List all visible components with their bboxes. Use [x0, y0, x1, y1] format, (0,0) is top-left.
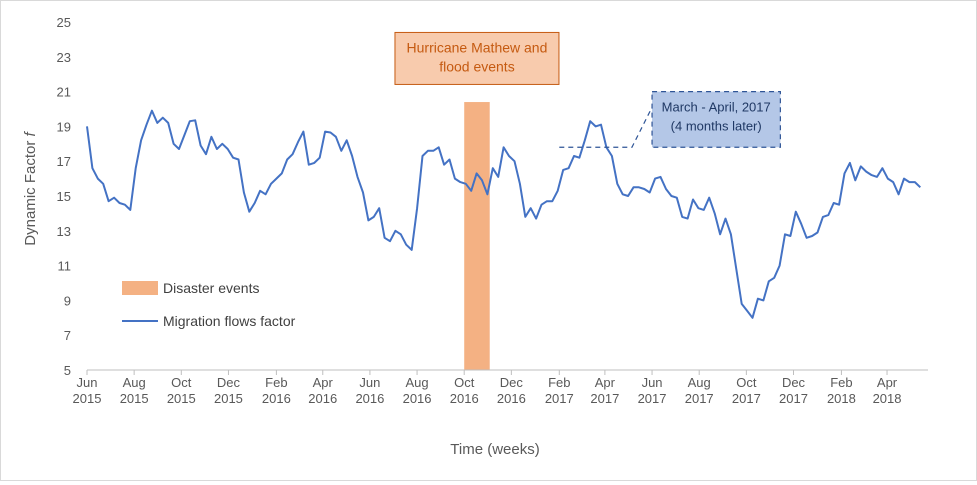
x-tick-label-year: 2016	[308, 391, 337, 406]
callout-box	[651, 90, 781, 148]
x-tick-label-year: 2017	[545, 391, 574, 406]
y-axis-title-symbol: f	[22, 130, 39, 136]
y-tick-label: 25	[57, 15, 71, 30]
disaster-band	[464, 102, 490, 370]
callout-text: (4 months later)	[671, 119, 762, 134]
x-tick-label-month: Dec	[217, 375, 241, 390]
x-tick-label-month: Jun	[359, 375, 380, 390]
y-tick-label: 21	[57, 85, 71, 100]
callout-leader	[559, 106, 653, 148]
x-tick-label-year: 2017	[732, 391, 761, 406]
x-tick-label-year: 2016	[450, 391, 479, 406]
y-tick-label: 15	[57, 189, 71, 204]
series-line-migration-flows-factor	[86, 109, 921, 319]
legend: Disaster events Migration flows factor	[122, 280, 296, 329]
x-tick-label-year: 2016	[355, 391, 384, 406]
y-tick-label: 13	[57, 224, 71, 239]
callout-text: March - April, 2017	[662, 100, 771, 115]
x-tick-label-month: Apr	[313, 375, 334, 390]
x-tick-label-year: 2017	[779, 391, 808, 406]
x-tick-label-year: 2015	[214, 391, 243, 406]
x-tick-label-month: Feb	[265, 375, 287, 390]
x-tick-label-month: Aug	[405, 375, 428, 390]
x-tick-label-month: Feb	[548, 375, 570, 390]
x-tick-label-month: Dec	[782, 375, 806, 390]
y-tick-label: 17	[57, 154, 71, 169]
y-tick-label: 23	[57, 50, 71, 65]
x-tick-label-year: 2017	[685, 391, 714, 406]
x-tick-label-month: Oct	[736, 375, 757, 390]
x-tick-label-month: Aug	[123, 375, 146, 390]
x-tick-label-year: 2018	[873, 391, 902, 406]
y-tick-label: 9	[64, 293, 71, 308]
x-tick-label-month: Apr	[595, 375, 616, 390]
disaster-label-text: Hurricane Mathew and	[407, 39, 548, 55]
legend-label-disaster-events: Disaster events	[163, 280, 259, 296]
x-tick-label-month: Dec	[500, 375, 524, 390]
x-tick-label-month: Jun	[642, 375, 663, 390]
x-tick-label-year: 2015	[167, 391, 196, 406]
x-tick-label-year: 2016	[497, 391, 526, 406]
y-tick-label: 7	[64, 328, 71, 343]
legend-swatch-disaster-events	[122, 281, 158, 295]
x-tick-label-year: 2016	[262, 391, 291, 406]
disaster-label-text: flood events	[439, 58, 515, 74]
x-tick-label-year: 2015	[73, 391, 102, 406]
x-tick-label-year: 2016	[403, 391, 432, 406]
legend-label-migration-flows-factor: Migration flows factor	[163, 313, 296, 329]
x-tick-label-month: Oct	[171, 375, 192, 390]
x-tick-label-year: 2017	[638, 391, 667, 406]
y-tick-label: 19	[57, 119, 71, 134]
x-tick-label-year: 2018	[827, 391, 856, 406]
x-tick-label-month: Oct	[454, 375, 475, 390]
x-tick-label-month: Apr	[877, 375, 898, 390]
y-axis-title: Dynamic Factor f	[22, 130, 39, 245]
x-tick-label-month: Aug	[688, 375, 711, 390]
x-tick-label-year: 2017	[590, 391, 619, 406]
y-axis-title-text: Dynamic Factor	[22, 141, 39, 246]
disaster-label-box	[394, 31, 560, 85]
y-tick-label: 5	[64, 363, 71, 378]
x-tick-label-month: Feb	[830, 375, 852, 390]
x-tick-label-month: Jun	[77, 375, 98, 390]
x-tick-label-year: 2015	[120, 391, 149, 406]
y-tick-label: 11	[58, 259, 72, 274]
x-axis-title: Time (weeks)	[450, 441, 539, 458]
